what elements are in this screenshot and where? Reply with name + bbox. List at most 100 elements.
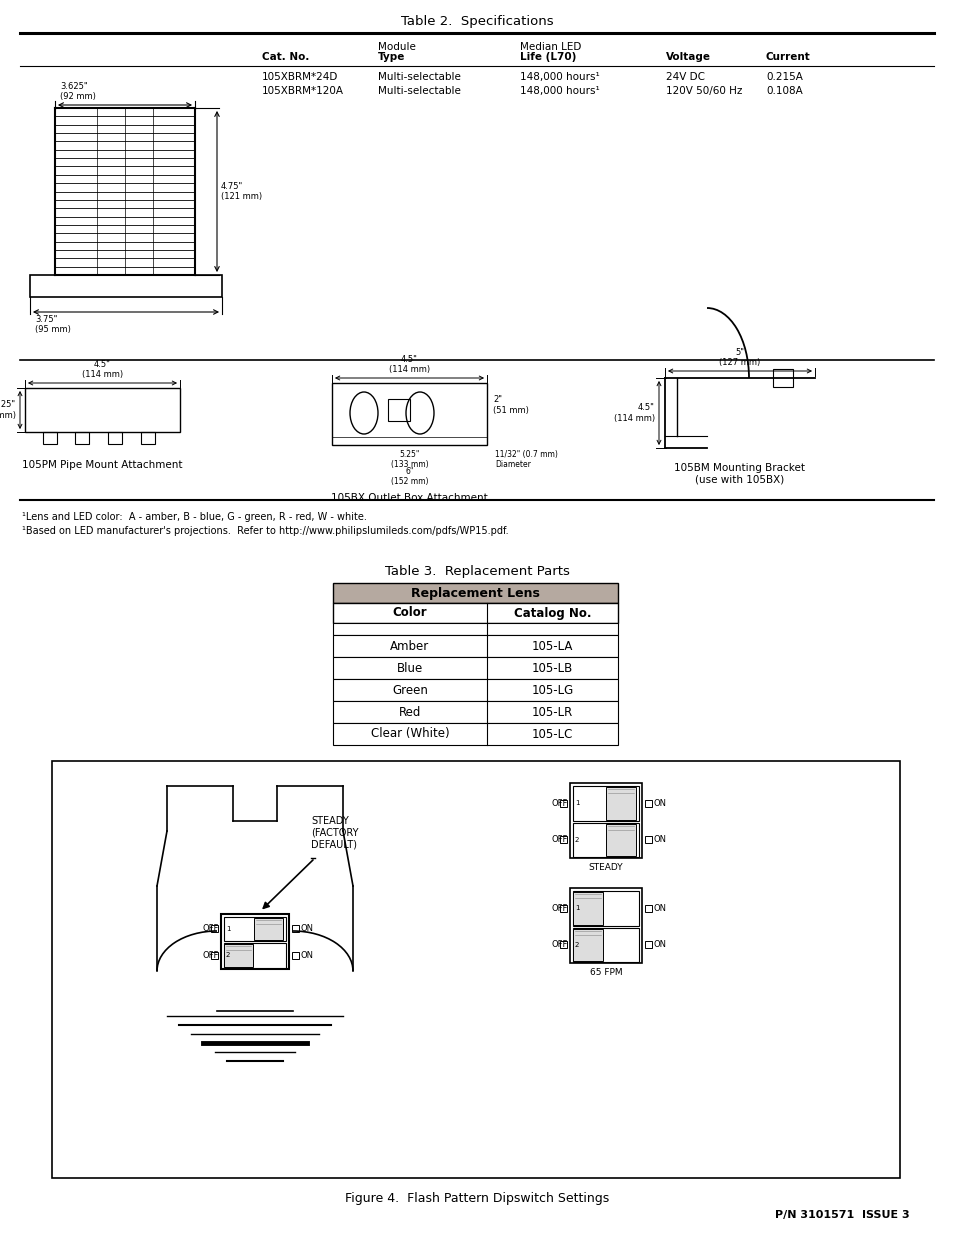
Bar [333, 583, 618, 603]
Text: ON: ON [654, 904, 666, 913]
Bar [224, 916, 286, 941]
Bar [559, 800, 566, 806]
Bar [52, 761, 899, 1178]
Bar [388, 399, 410, 421]
Bar [43, 432, 57, 445]
Bar [644, 800, 651, 806]
Bar [333, 679, 618, 701]
Text: Table 3.  Replacement Parts: Table 3. Replacement Parts [384, 566, 569, 578]
Text: 2.25"
(57 mm): 2.25" (57 mm) [0, 400, 16, 420]
Text: OFF: OFF [551, 799, 567, 808]
Text: Voltage: Voltage [665, 52, 710, 62]
Text: ON: ON [654, 799, 666, 808]
Bar [605, 787, 636, 820]
Bar [333, 603, 618, 622]
Bar [559, 836, 566, 844]
Text: 105-LA: 105-LA [531, 640, 573, 652]
Bar [573, 823, 639, 857]
Text: ¹Based on LED manufacturer's projections.  Refer to http://www.philipslumileds.c: ¹Based on LED manufacturer's projections… [22, 526, 508, 536]
Text: 4.5"
(114 mm): 4.5" (114 mm) [613, 404, 655, 422]
Text: Green: Green [392, 683, 428, 697]
Text: 1: 1 [575, 905, 578, 911]
Text: 4.5"
(114 mm): 4.5" (114 mm) [389, 354, 430, 374]
Text: Cat. No.: Cat. No. [262, 52, 309, 62]
Text: 105-LC: 105-LC [531, 727, 573, 741]
Bar [605, 824, 636, 856]
Text: Color: Color [393, 606, 427, 620]
Text: 11/32" (0.7 mm)
Diameter: 11/32" (0.7 mm) Diameter [495, 450, 558, 469]
Text: OFF: OFF [551, 940, 567, 950]
Bar [559, 905, 566, 911]
Text: 1: 1 [226, 926, 231, 931]
Bar [292, 925, 298, 932]
Text: Table 2.  Specifications: Table 2. Specifications [400, 16, 553, 28]
Text: 0.215A: 0.215A [765, 72, 802, 82]
Text: ON: ON [654, 835, 666, 845]
Text: Catalog No.: Catalog No. [514, 606, 591, 620]
Bar [30, 275, 222, 296]
Bar [333, 622, 618, 635]
Bar [333, 657, 618, 679]
Text: Median LED: Median LED [519, 42, 580, 52]
Text: 65 FPM: 65 FPM [589, 968, 621, 977]
Bar [141, 432, 154, 445]
Text: OFF: OFF [202, 951, 219, 960]
Bar [108, 432, 122, 445]
Text: OFF: OFF [551, 835, 567, 845]
Bar [224, 944, 286, 967]
Text: 105BX Outlet Box Attachment: 105BX Outlet Box Attachment [331, 493, 487, 503]
Text: 4.5"
(114 mm): 4.5" (114 mm) [82, 359, 123, 379]
Text: 24V DC: 24V DC [665, 72, 704, 82]
Bar [75, 432, 89, 445]
Text: P/N 3101571  ISSUE 3: P/N 3101571 ISSUE 3 [775, 1210, 909, 1220]
Bar [254, 918, 283, 940]
Text: OFF: OFF [551, 904, 567, 913]
Bar [573, 929, 602, 961]
Text: 3.625"
(92 mm): 3.625" (92 mm) [60, 82, 95, 101]
Text: Blue: Blue [396, 662, 423, 674]
Bar [221, 914, 289, 968]
Bar [573, 890, 639, 925]
Text: 105BM Mounting Bracket
(use with 105BX): 105BM Mounting Bracket (use with 105BX) [674, 463, 804, 484]
Text: Multi-selectable: Multi-selectable [377, 72, 460, 82]
Bar [333, 701, 618, 722]
Text: 105XBRM*24D: 105XBRM*24D [262, 72, 338, 82]
Text: 5"
(127 mm): 5" (127 mm) [719, 347, 760, 367]
Text: 105-LG: 105-LG [531, 683, 573, 697]
Bar [573, 927, 639, 962]
Bar [573, 785, 639, 820]
Text: Amber: Amber [390, 640, 429, 652]
Text: 2: 2 [575, 837, 578, 842]
Text: Type: Type [377, 52, 405, 62]
Text: 2: 2 [575, 942, 578, 947]
Text: ON: ON [301, 924, 314, 934]
Text: Life (L70): Life (L70) [519, 52, 576, 62]
Text: ON: ON [301, 951, 314, 960]
Text: 3.75"
(95 mm): 3.75" (95 mm) [35, 315, 71, 335]
Bar [333, 722, 618, 745]
Bar [224, 944, 253, 967]
Bar [332, 383, 486, 445]
Text: STEADY
(FACTORY
DEFAULT): STEADY (FACTORY DEFAULT) [311, 816, 358, 850]
Text: 6"
(152 mm): 6" (152 mm) [391, 467, 428, 487]
Bar [211, 925, 218, 932]
Text: STEADY: STEADY [588, 863, 622, 872]
Text: Clear (White): Clear (White) [371, 727, 449, 741]
Bar [292, 952, 298, 958]
Text: 1: 1 [575, 800, 578, 806]
Text: ¹Lens and LED color:  A - amber, B - blue, G - green, R - red, W - white.: ¹Lens and LED color: A - amber, B - blue… [22, 513, 367, 522]
Text: 0.108A: 0.108A [765, 86, 801, 96]
Text: 120V 50/60 Hz: 120V 50/60 Hz [665, 86, 741, 96]
Bar [644, 941, 651, 948]
Text: OFF: OFF [202, 924, 219, 934]
Text: 5.25"
(133 mm): 5.25" (133 mm) [391, 450, 428, 469]
Bar [25, 388, 180, 432]
Bar [333, 635, 618, 657]
Bar [569, 888, 641, 963]
Bar [573, 892, 602, 925]
Text: Multi-selectable: Multi-selectable [377, 86, 460, 96]
Text: 105-LB: 105-LB [532, 662, 573, 674]
Bar [569, 783, 641, 858]
Text: Red: Red [398, 705, 420, 719]
Text: Module: Module [377, 42, 416, 52]
